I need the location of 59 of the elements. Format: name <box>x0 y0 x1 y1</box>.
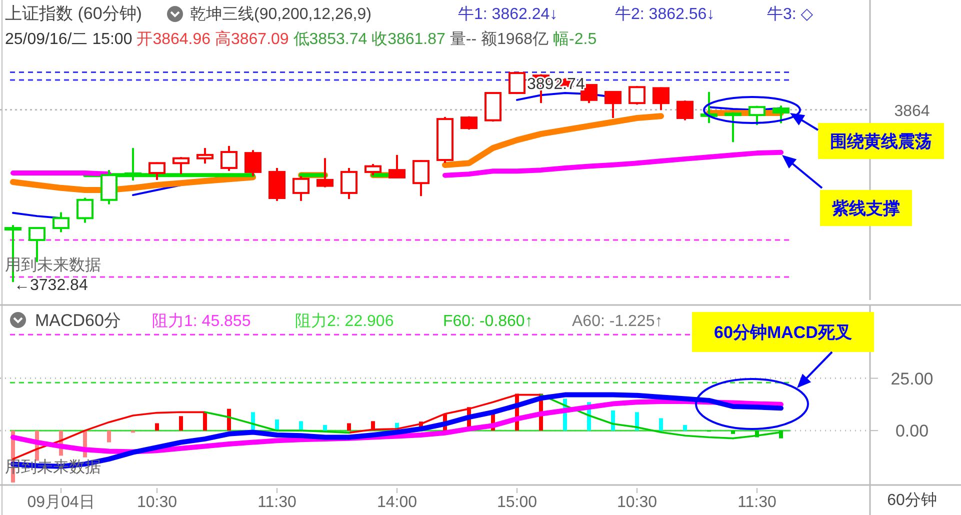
candlestick <box>652 86 670 112</box>
bar <box>299 421 303 431</box>
candlestick <box>604 90 622 119</box>
y-tick-label: 25.00 <box>890 369 934 388</box>
candlestick <box>52 211 70 234</box>
bar <box>611 410 615 431</box>
bar <box>227 408 231 431</box>
bar <box>323 424 327 431</box>
text: 60分钟 <box>887 492 937 509</box>
text: 牛1: 3862.24↓ <box>458 5 558 23</box>
text: 牛3: ◇ <box>767 5 814 23</box>
candlestick <box>244 149 262 178</box>
bar <box>155 423 159 431</box>
candlestick <box>412 158 430 198</box>
bar <box>107 430 111 442</box>
bar <box>275 419 279 431</box>
candlestick <box>220 144 238 172</box>
x-tick-label: 10:30 <box>616 494 658 511</box>
x-tick-label: 09月04日 <box>27 494 95 511</box>
annotation: 60分钟MACD死叉 <box>714 323 852 342</box>
x-tick-label: 15:00 <box>496 494 538 511</box>
candlestick <box>748 104 766 126</box>
y-tick-label: 0.00 <box>895 422 929 441</box>
chart-title: 上证指数 (60分钟) <box>5 4 142 23</box>
candlestick <box>316 157 334 188</box>
candlestick <box>196 147 214 165</box>
candlestick <box>148 161 166 181</box>
bar <box>731 430 735 434</box>
candlestick <box>292 175 310 202</box>
chart-title: MACD60分 <box>35 311 121 330</box>
x-tick-label: 14:00 <box>376 494 418 511</box>
annotation: A60: -1.225↑ <box>572 313 663 330</box>
bar <box>203 412 207 431</box>
annotation: ←3732.84 <box>14 277 88 294</box>
candlestick <box>676 100 694 122</box>
candlestick <box>364 162 382 176</box>
bar <box>683 424 687 431</box>
candlestick <box>76 196 94 224</box>
text: 牛2: 3862.56↓ <box>615 5 715 23</box>
candlestick <box>628 85 646 106</box>
candlestick <box>460 115 478 131</box>
bar <box>179 416 183 431</box>
candlestick <box>724 111 742 144</box>
bar <box>347 423 351 431</box>
candlestick <box>508 71 526 96</box>
ref-line-label: 阻力1: 45.855 <box>152 312 251 330</box>
text: 3864 <box>894 103 930 120</box>
bar <box>659 418 663 431</box>
x-tick-label: 10:30 <box>136 494 178 511</box>
x-tick-label: 11:30 <box>738 494 777 511</box>
annotation: F60: -0.860↑ <box>443 313 533 330</box>
text: 乾坤三线(90,200,12,26,9) <box>190 5 372 23</box>
candlestick <box>772 104 790 124</box>
candlestick <box>340 166 358 200</box>
ref-line-label: 阻力2: 22.906 <box>295 312 394 330</box>
text: 25/09/16/二 15:00 开3864.96 高3867.09 低3853.74 收3861.87 量-- 额1968亿 幅-2.5 <box>5 31 597 48</box>
x-tick-label: 11:30 <box>258 494 297 511</box>
candlestick <box>172 156 190 176</box>
candlestick <box>388 154 406 180</box>
